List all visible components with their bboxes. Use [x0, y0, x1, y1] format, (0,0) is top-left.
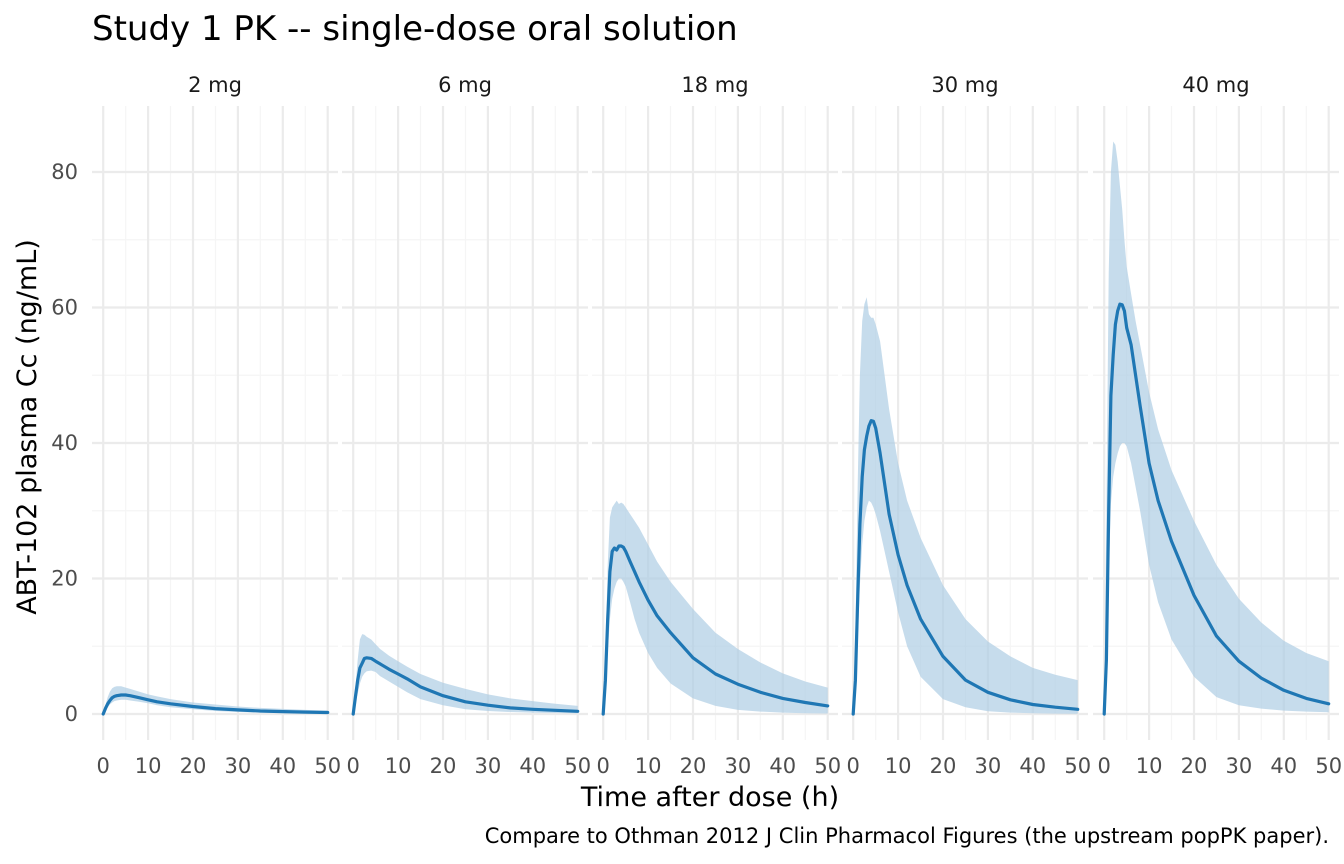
chart-title: Study 1 PK -- single-dose oral solution [92, 9, 738, 49]
y-tick-label: 20 [51, 567, 78, 591]
x-tick-label: 0 [1098, 754, 1111, 778]
x-tick-label: 50 [564, 754, 591, 778]
median-concentration-line [1102, 302, 1331, 716]
facet-strip-label: 30 mg [931, 73, 998, 97]
facet-panel: 0 10 20 30 40 50 2 mg [92, 73, 341, 778]
facet-panel: 0 10 20 30 40 50 18 mg [592, 73, 841, 778]
x-tick-label: 40 [1270, 754, 1297, 778]
facet-panels: 0 10 20 30 40 50 2 mg 0 10 20 30 40 50 6 mg 0 10 20 30 40 5… [92, 73, 1342, 778]
median-concentration-line [851, 419, 1080, 716]
x-tick-label: 30 [475, 754, 502, 778]
y-axis-title: ABT-102 plasma Cc (ng/mL) [12, 239, 43, 615]
prediction-interval-ribbon [1104, 141, 1329, 714]
x-tick-label: 40 [769, 754, 796, 778]
prediction-interval-ribbon [853, 297, 1078, 714]
y-axis-ticks: 0 20 40 60 80 [51, 160, 78, 726]
x-axis-title: Time after dose (h) [580, 782, 839, 813]
x-tick-label: 10 [1136, 754, 1163, 778]
facet-strip-label: 40 mg [1182, 73, 1249, 97]
x-tick-label: 30 [1226, 754, 1253, 778]
x-tick-label: 0 [97, 754, 110, 778]
facet-panel: 0 10 20 30 40 50 40 mg [1093, 73, 1342, 778]
median-concentration-line [351, 656, 580, 716]
x-tick-label: 30 [975, 754, 1002, 778]
x-tick-label: 0 [347, 754, 360, 778]
y-tick-label: 60 [51, 296, 78, 320]
median-concentration-line [101, 693, 330, 716]
x-tick-label: 0 [847, 754, 860, 778]
x-tick-label: 20 [430, 754, 457, 778]
y-tick-label: 0 [65, 702, 78, 726]
x-tick-label: 20 [1181, 754, 1208, 778]
facet-strip-label: 6 mg [438, 73, 492, 97]
x-tick-label: 40 [519, 754, 546, 778]
x-tick-label: 10 [135, 754, 162, 778]
x-tick-label: 50 [314, 754, 341, 778]
facet-panel: 0 10 20 30 40 50 30 mg [842, 73, 1091, 778]
median-concentration-line [601, 544, 830, 716]
x-tick-label: 20 [930, 754, 957, 778]
x-tick-label: 40 [269, 754, 296, 778]
chart-caption: Compare to Othman 2012 J Clin Pharmacol … [485, 824, 1329, 848]
facet-panel: 0 10 20 30 40 50 6 mg [342, 73, 591, 778]
x-tick-label: 30 [725, 754, 752, 778]
facet-strip-label: 18 mg [681, 73, 748, 97]
x-tick-label: 30 [225, 754, 252, 778]
x-tick-label: 10 [385, 754, 412, 778]
facet-strip-label: 2 mg [188, 73, 242, 97]
x-tick-label: 10 [635, 754, 662, 778]
y-tick-label: 80 [51, 160, 78, 184]
x-tick-label: 0 [597, 754, 610, 778]
prediction-interval-ribbon [603, 500, 828, 714]
x-tick-label: 20 [180, 754, 207, 778]
x-tick-label: 50 [814, 754, 841, 778]
y-tick-label: 40 [51, 431, 78, 455]
x-tick-label: 40 [1019, 754, 1046, 778]
x-tick-label: 50 [1064, 754, 1091, 778]
x-tick-label: 50 [1315, 754, 1342, 778]
x-tick-label: 10 [885, 754, 912, 778]
x-tick-label: 20 [680, 754, 707, 778]
